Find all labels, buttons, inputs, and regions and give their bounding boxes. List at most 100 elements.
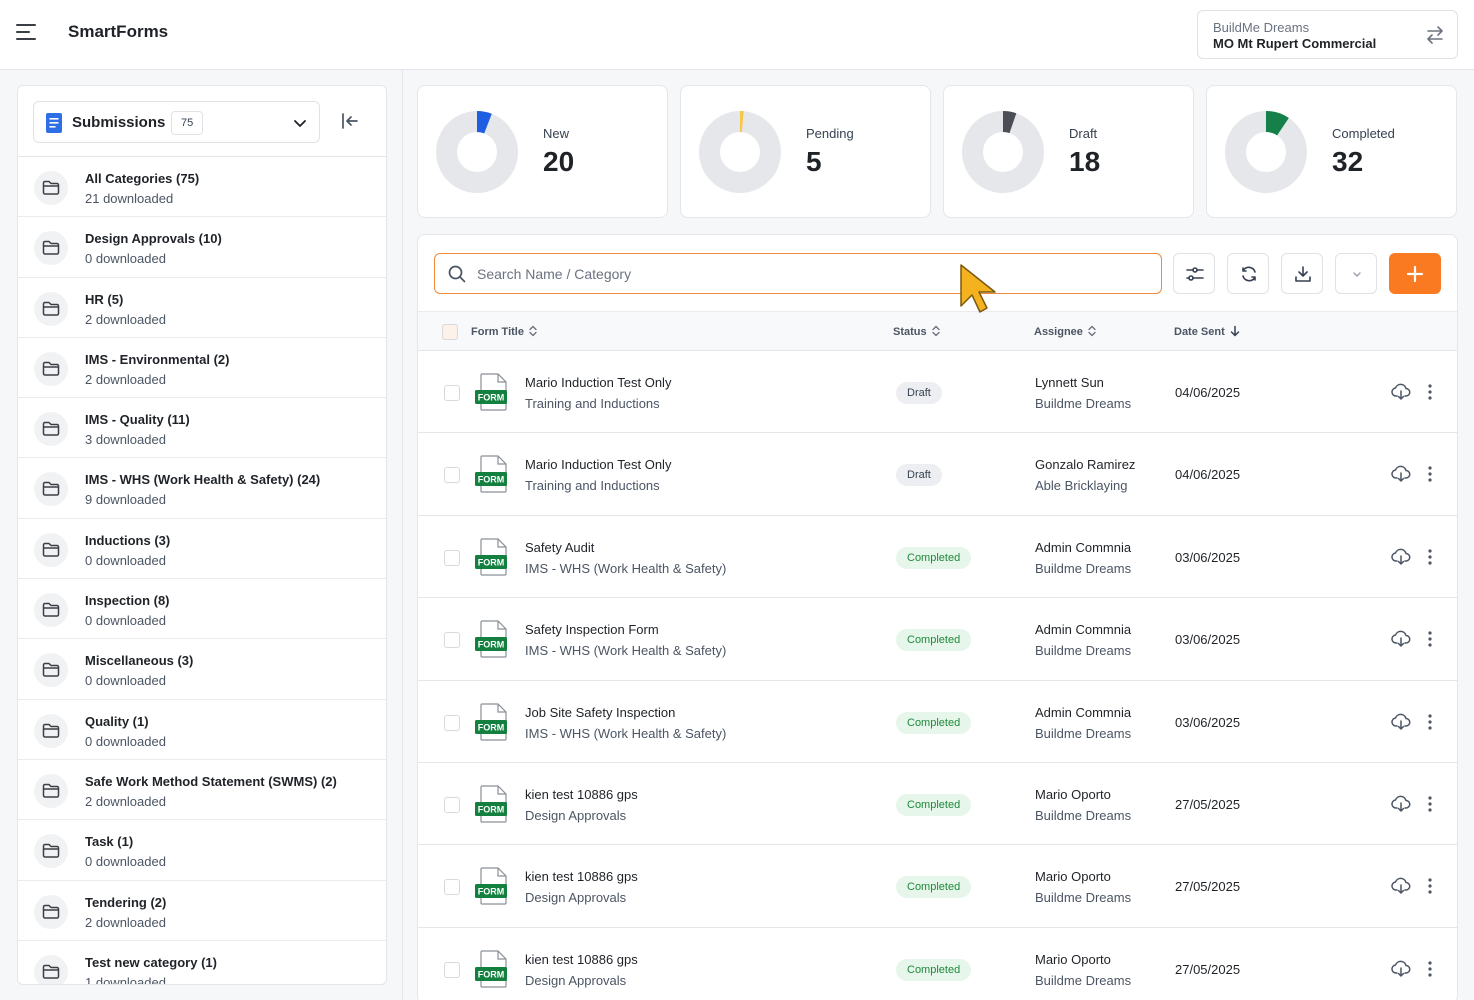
more-vertical-icon[interactable] <box>1424 795 1436 818</box>
submissions-dropdown[interactable]: Submissions 75 <box>33 101 320 143</box>
category-item[interactable]: Design Approvals (10) 0 downloaded <box>18 217 386 278</box>
column-form-title[interactable]: Form Title <box>471 325 538 338</box>
form-title[interactable]: kien test 10886 gps <box>525 869 638 885</box>
table-row[interactable]: FORM Safety Audit IMS - WHS (Work Health &… <box>418 516 1457 599</box>
donut-chart-icon <box>962 111 1044 193</box>
assignee-organization: Buildme Dreams <box>1035 725 1132 741</box>
donut-segment <box>962 111 1044 193</box>
stat-value: 18 <box>1069 146 1101 177</box>
category-item[interactable]: Miscellaneous (3) 0 downloaded <box>18 639 386 700</box>
add-submission-button[interactable] <box>1389 253 1441 294</box>
category-download-count: 1 downloaded <box>85 974 166 985</box>
table-row[interactable]: FORM kien test 10886 gps Design Approvals C… <box>418 763 1457 846</box>
form-document-icon: FORM <box>474 538 510 576</box>
cloud-download-icon[interactable] <box>1391 795 1411 818</box>
assignee-organization: Buildme Dreams <box>1035 643 1132 659</box>
assignee-name: Mario Oporto <box>1035 951 1111 967</box>
table-row[interactable]: FORM Safety Inspection Form IMS - WHS (Wor… <box>418 598 1457 681</box>
more-vertical-icon[interactable] <box>1424 960 1436 983</box>
more-vertical-icon[interactable] <box>1424 713 1436 736</box>
category-item[interactable]: Inductions (3) 0 downloaded <box>18 519 386 580</box>
table-row[interactable]: FORM Mario Induction Test Only Training an… <box>418 351 1457 434</box>
form-title[interactable]: kien test 10886 gps <box>525 951 638 967</box>
date-sent: 03/06/2025 <box>1175 714 1241 730</box>
category-item[interactable]: Safe Work Method Statement (SWMS) (2) 2 d… <box>18 760 386 821</box>
form-title[interactable]: Mario Induction Test Only <box>525 457 672 473</box>
sort-icon <box>529 325 537 337</box>
category-item[interactable]: Task (1) 0 downloaded <box>18 820 386 881</box>
row-checkbox[interactable] <box>444 879 460 896</box>
plus-icon <box>1406 265 1424 283</box>
form-category: Design Approvals <box>525 972 627 988</box>
stat-label: Draft <box>1069 126 1098 141</box>
chevron-down-icon <box>1353 272 1361 277</box>
category-item[interactable]: HR (5) 2 downloaded <box>18 278 386 338</box>
category-download-count: 0 downloaded <box>85 854 166 870</box>
cloud-download-icon[interactable] <box>1391 960 1411 983</box>
form-title[interactable]: Mario Induction Test Only <box>525 375 672 390</box>
download-button[interactable] <box>1281 253 1323 294</box>
refresh-icon <box>1242 266 1256 282</box>
form-title[interactable]: Safety Inspection Form <box>525 622 659 638</box>
stat-label: New <box>543 126 570 141</box>
form-document-icon: FORM <box>474 867 510 905</box>
row-checkbox[interactable] <box>444 467 460 484</box>
column-status[interactable]: Status <box>893 325 941 338</box>
category-item[interactable]: All Categories (75) 21 downloaded <box>18 157 386 218</box>
cloud-download-icon[interactable] <box>1391 713 1411 736</box>
row-checkbox[interactable] <box>444 549 460 566</box>
cloud-download-icon[interactable] <box>1391 630 1411 653</box>
form-title[interactable]: Job Site Safety Inspection <box>525 704 676 720</box>
row-checkbox[interactable] <box>444 714 460 731</box>
more-vertical-icon[interactable] <box>1424 548 1436 571</box>
search-input[interactable] <box>477 262 1137 286</box>
cloud-download-icon[interactable] <box>1391 465 1411 488</box>
more-vertical-icon[interactable] <box>1424 877 1436 900</box>
category-name: HR (5) <box>85 291 124 307</box>
row-checkbox[interactable] <box>444 797 460 813</box>
more-vertical-icon[interactable] <box>1424 383 1436 406</box>
menu-icon[interactable] <box>16 24 38 44</box>
form-document-icon: FORM <box>474 373 510 411</box>
date-sent: 27/05/2025 <box>1175 879 1241 895</box>
table-row[interactable]: FORM kien test 10886 gps Design Approvals C… <box>418 928 1457 1000</box>
row-checkbox[interactable] <box>444 632 460 649</box>
category-item[interactable]: Test new category (1) 1 downloaded <box>18 941 386 985</box>
column-form-title-label: Form Title <box>471 326 524 338</box>
download-icon <box>1295 266 1311 282</box>
row-checkbox[interactable] <box>444 385 460 401</box>
column-status-label: Status <box>893 326 927 338</box>
table-row[interactable]: FORM Mario Induction Test Only Training an… <box>418 433 1457 516</box>
form-title[interactable]: kien test 10886 gps <box>525 787 638 802</box>
column-date-sent[interactable]: Date Sent <box>1174 325 1241 338</box>
form-icon-label: FORM <box>478 393 505 403</box>
cloud-download-icon[interactable] <box>1391 548 1411 571</box>
more-options-dropdown[interactable] <box>1335 253 1377 294</box>
category-item[interactable]: IMS - Quality (11) 3 downloaded <box>18 398 386 459</box>
category-item[interactable]: IMS - Environmental (2) 2 downloaded <box>18 338 386 399</box>
table-row[interactable]: FORM Job Site Safety Inspection IMS - WHS … <box>418 681 1457 763</box>
table-row[interactable]: FORM kien test 10886 gps Design Approvals C… <box>418 845 1457 928</box>
cloud-download-icon[interactable] <box>1391 383 1411 406</box>
refresh-button[interactable] <box>1227 253 1269 294</box>
status-badge: Completed <box>896 546 972 569</box>
collapse-sidebar-icon[interactable] <box>340 111 360 131</box>
category-item[interactable]: Quality (1) 0 downloaded <box>18 700 386 760</box>
organization-switcher[interactable]: BuildMe Dreams MO Mt Rupert Commercial <box>1197 10 1458 59</box>
assignee-organization: Buildme Dreams <box>1035 808 1132 823</box>
select-all-checkbox[interactable] <box>442 324 458 340</box>
category-item[interactable]: Tendering (2) 2 downloaded <box>18 881 386 941</box>
more-vertical-icon[interactable] <box>1424 465 1436 488</box>
column-assignee[interactable]: Assignee <box>1034 325 1097 338</box>
category-item[interactable]: Inspection (8) 0 downloaded <box>18 579 386 640</box>
filter-button[interactable] <box>1173 253 1215 294</box>
search-box[interactable] <box>434 253 1162 294</box>
cloud-download-icon[interactable] <box>1391 877 1411 900</box>
sliders-icon <box>1186 267 1204 281</box>
donut-chart-icon <box>1225 111 1307 193</box>
row-checkbox[interactable] <box>444 961 460 978</box>
more-vertical-icon[interactable] <box>1424 630 1436 653</box>
category-item[interactable]: IMS - WHS (Work Health & Safety) (24) 9 d… <box>18 458 386 519</box>
form-title[interactable]: Safety Audit <box>525 539 595 555</box>
status-badge: Completed <box>896 876 972 899</box>
